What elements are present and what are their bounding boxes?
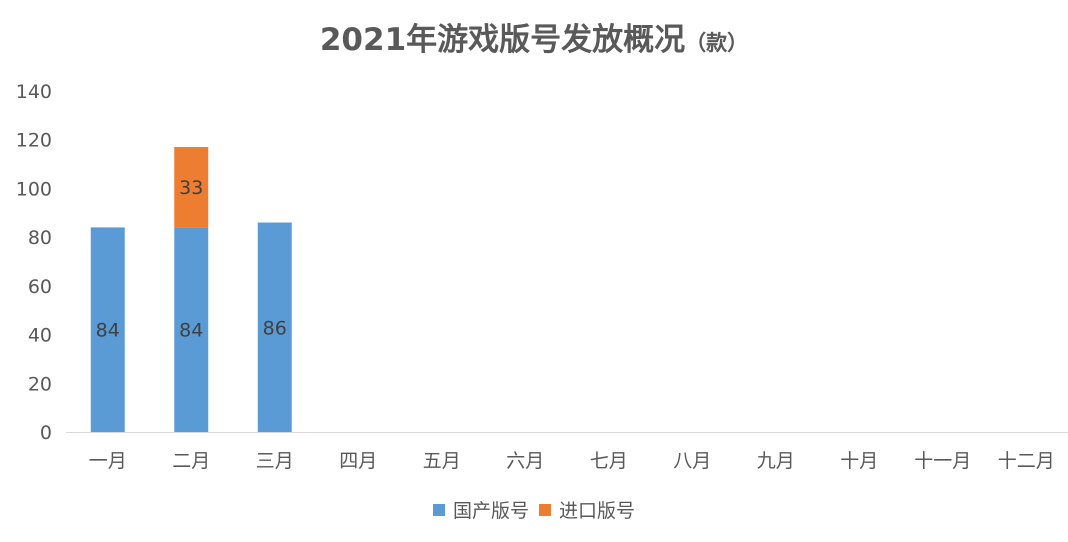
legend-label-imported: 进口版号 [559,500,636,522]
bar-domestic [257,222,292,432]
chart-title-text: 2021年游戏版号发放概况 [319,22,686,58]
legend-label-domestic: 国产版号 [452,500,529,522]
y-tick-label: 140 [16,81,52,103]
x-tick-label: 五月 [423,450,461,472]
y-tick-label: 100 [16,178,52,200]
x-tick-label: 二月 [172,450,210,472]
legend: 国产版号 进口版号 [0,496,1068,523]
x-tick-label: 七月 [590,450,628,472]
data-label: 84 [179,320,203,342]
chart-title-unit: （款） [685,31,749,55]
data-label: 84 [96,320,120,342]
chart-title: 2021年游戏版号发放概况（款） [0,14,1068,59]
legend-swatch-domestic [432,503,445,516]
x-tick-label: 八月 [673,450,711,472]
bar-imported [174,147,209,228]
y-tick-label: 0 [40,422,52,444]
x-tick-label: 十月 [840,450,878,472]
y-tick-label: 20 [28,373,52,395]
y-tick-label: 120 [16,130,52,152]
legend-swatch-imported [539,503,551,516]
bar-domestic [90,227,125,432]
legend-item-imported: 进口版号 [539,496,635,523]
y-tick-label: 40 [28,325,52,347]
x-tick-label: 三月 [256,450,294,472]
x-tick-label: 六月 [506,450,544,472]
y-tick-label: 60 [28,276,52,298]
data-label: 33 [179,177,203,199]
x-tick-label: 十一月 [914,450,971,472]
x-tick-label: 一月 [89,450,127,472]
data-label: 86 [263,317,287,339]
x-tick-label: 十二月 [998,450,1055,472]
x-tick-label: 九月 [757,450,795,472]
x-tick-label: 四月 [339,450,377,472]
legend-item-domestic: 国产版号 [432,496,529,523]
y-tick-label: 80 [28,227,52,249]
bar-domestic [174,227,209,432]
